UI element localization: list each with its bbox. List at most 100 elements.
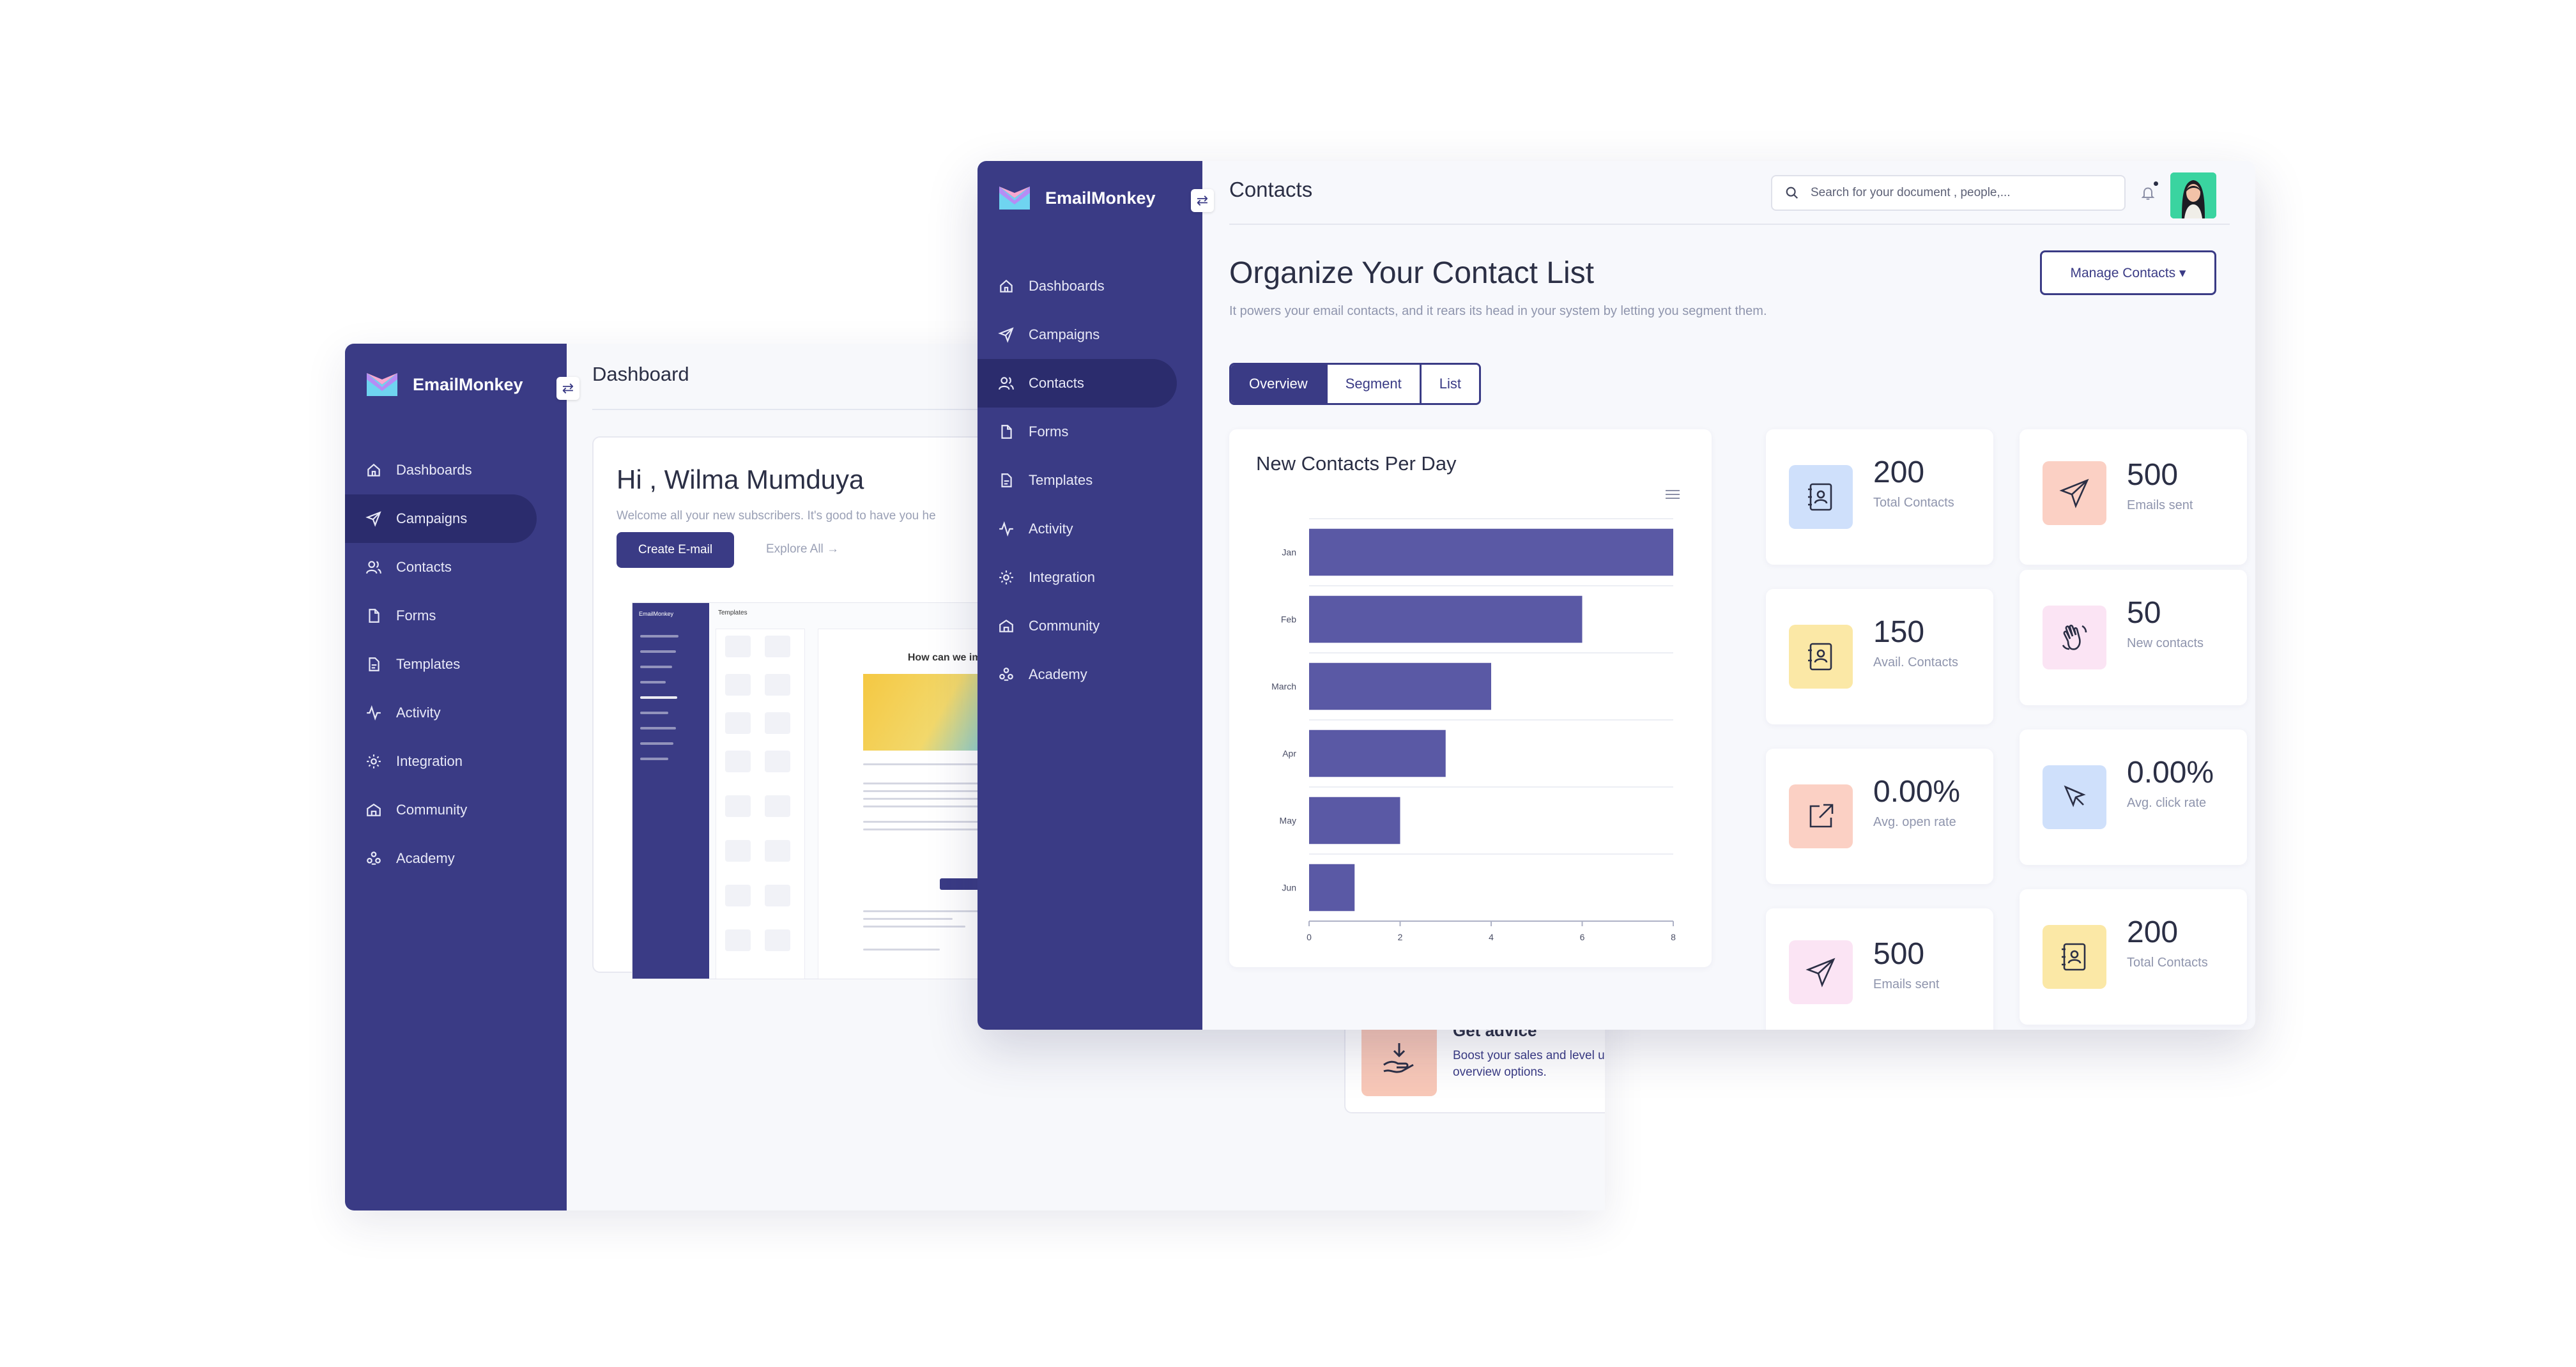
chart-card: New Contacts Per Day Jan Feb March Apr May Ju… — [1229, 429, 1712, 967]
page-title: Contacts — [1229, 178, 1313, 201]
stat-card[interactable]: 200 Total Contacts — [1766, 429, 1993, 565]
stat-label: Total Contacts — [2127, 956, 2208, 970]
search-bar[interactable] — [1771, 175, 2126, 211]
users-icon — [365, 559, 382, 576]
sidebar: EmailMonkey Dashboards Campaigns Contacts F… — [977, 161, 1202, 1030]
stat-label: New contacts — [2127, 636, 2204, 650]
bar — [1309, 662, 1491, 710]
x-tick-label: 2 — [1398, 932, 1403, 942]
academy-icon — [365, 850, 382, 867]
sidebar-item-label: Forms — [396, 607, 436, 623]
sidebar-item-integration[interactable]: Integration — [977, 553, 1177, 602]
emailmonkey-logo-icon — [367, 373, 397, 396]
sidebar-item-label: Templates — [1029, 472, 1093, 488]
sidebar-item-label: Activity — [396, 705, 441, 721]
stat-value: 0.00% — [2127, 756, 2214, 790]
x-tick-label: 6 — [1580, 932, 1585, 942]
brand-name: EmailMonkey — [1045, 188, 1156, 208]
sidebar-item-forms[interactable]: Forms — [345, 592, 537, 640]
y-tick-label: Jan — [1282, 547, 1296, 558]
template-file-icon — [998, 472, 1015, 489]
sidebar-item-dashboards[interactable]: Dashboards — [977, 262, 1177, 310]
notification-bell-icon[interactable] — [2136, 181, 2159, 204]
sidebar-item-label: Academy — [1029, 666, 1087, 682]
sidebar-item-label: Community — [1029, 618, 1100, 634]
bar — [1309, 729, 1446, 777]
x-tick-label: 8 — [1671, 932, 1676, 942]
stat-card[interactable]: 150 Avail. Contacts — [1766, 589, 1993, 724]
main-content: Contacts Organize Your Contact List It p… — [1202, 161, 2255, 1030]
sidebar-item-label: Community — [396, 802, 468, 818]
brand[interactable]: EmailMonkey — [998, 184, 1156, 212]
sidebar-nav: Dashboards Campaigns Contacts Forms Template… — [977, 262, 1177, 699]
contact-card-icon — [1789, 625, 1853, 689]
sidebar-item-contacts[interactable]: Contacts — [345, 543, 537, 592]
sidebar-item-activity[interactable]: Activity — [977, 505, 1177, 553]
sidebar-item-campaigns[interactable]: Campaigns — [345, 494, 537, 543]
sidebar-item-academy[interactable]: Academy — [977, 650, 1177, 699]
gear-icon — [998, 569, 1015, 586]
bar — [1309, 528, 1673, 576]
preview-block-panel — [716, 629, 805, 979]
sidebar-item-label: Activity — [1029, 521, 1073, 537]
sidebar-item-campaigns[interactable]: Campaigns — [977, 310, 1177, 359]
sidebar-item-label: Integration — [1029, 569, 1095, 585]
stat-card[interactable]: 0.00% Avg. open rate — [1766, 749, 1993, 884]
chart-menu-icon[interactable] — [1664, 488, 1681, 501]
stat-value: 200 — [1873, 455, 1925, 489]
avatar[interactable] — [2170, 172, 2216, 218]
stat-card[interactable]: 500 Emails sent — [2020, 429, 2247, 565]
bar — [1309, 864, 1355, 912]
sidebar-item-templates[interactable]: Templates — [345, 640, 537, 689]
users-icon — [998, 375, 1015, 392]
divider — [1229, 224, 2230, 225]
activity-icon — [365, 705, 382, 721]
search-input[interactable] — [1811, 186, 2117, 200]
sidebar-item-integration[interactable]: Integration — [345, 737, 537, 786]
template-file-icon — [365, 656, 382, 673]
sidebar-item-academy[interactable]: Academy — [345, 834, 537, 883]
page-title: Dashboard — [592, 363, 689, 385]
greeting: Hi , Wilma Mumduya — [617, 464, 864, 494]
tab-list[interactable]: List — [1421, 365, 1479, 403]
sidebar-item-dashboards[interactable]: Dashboards — [345, 446, 537, 494]
sidebar-item-label: Contacts — [396, 559, 452, 575]
create-email-button[interactable]: Create E-mail — [617, 532, 734, 568]
home-icon — [998, 278, 1015, 294]
stat-card[interactable]: 50 New contacts — [2020, 570, 2247, 705]
sidebar-item-templates[interactable]: Templates — [977, 456, 1177, 505]
stat-card[interactable]: 200 Total Contacts — [2020, 889, 2247, 1025]
sidebar-item-forms[interactable]: Forms — [977, 408, 1177, 456]
community-icon — [998, 618, 1015, 634]
stat-value: 0.00% — [1873, 775, 1961, 809]
sidebar-item-community[interactable]: Community — [345, 786, 537, 834]
sidebar-item-community[interactable]: Community — [977, 602, 1177, 650]
chart-title: New Contacts Per Day — [1256, 452, 1457, 475]
y-tick-label: March — [1271, 682, 1296, 692]
contacts-window: EmailMonkey Dashboards Campaigns Contacts F… — [977, 161, 2255, 1030]
hand-coin-icon — [1361, 1021, 1437, 1096]
brand[interactable]: EmailMonkey — [365, 370, 523, 399]
sidebar-item-label: Contacts — [1029, 375, 1084, 391]
file-icon — [998, 424, 1015, 440]
sidebar-item-label: Dashboards — [1029, 278, 1105, 294]
stat-card[interactable]: 500 Emails sent — [1766, 908, 1993, 1030]
sidebar-item-activity[interactable]: Activity — [345, 689, 537, 737]
stat-label: Emails sent — [2127, 498, 2193, 512]
bar — [1309, 797, 1400, 844]
sidebar-item-contacts[interactable]: Contacts — [977, 359, 1177, 408]
toggle-sidebar-icon[interactable]: ⇄ — [556, 377, 579, 400]
tab-segment[interactable]: Segment — [1327, 365, 1422, 403]
sidebar-item-label: Forms — [1029, 424, 1069, 439]
preview-panel-title: Templates — [718, 609, 747, 616]
send-icon — [2043, 461, 2106, 525]
stat-card[interactable]: 0.00% Avg. click rate — [2020, 729, 2247, 865]
preview-brand: EmailMonkey — [639, 611, 674, 617]
stat-value: 500 — [1873, 937, 1925, 971]
manage-contacts-button[interactable]: Manage Contacts ▾ — [2040, 250, 2216, 295]
y-tick-label: May — [1280, 816, 1296, 826]
toggle-sidebar-icon[interactable]: ⇄ — [1191, 189, 1214, 212]
explore-all-link[interactable]: Explore All → — [766, 542, 839, 556]
tab-overview[interactable]: Overview — [1231, 365, 1328, 403]
y-tick-label: Apr — [1282, 749, 1296, 759]
